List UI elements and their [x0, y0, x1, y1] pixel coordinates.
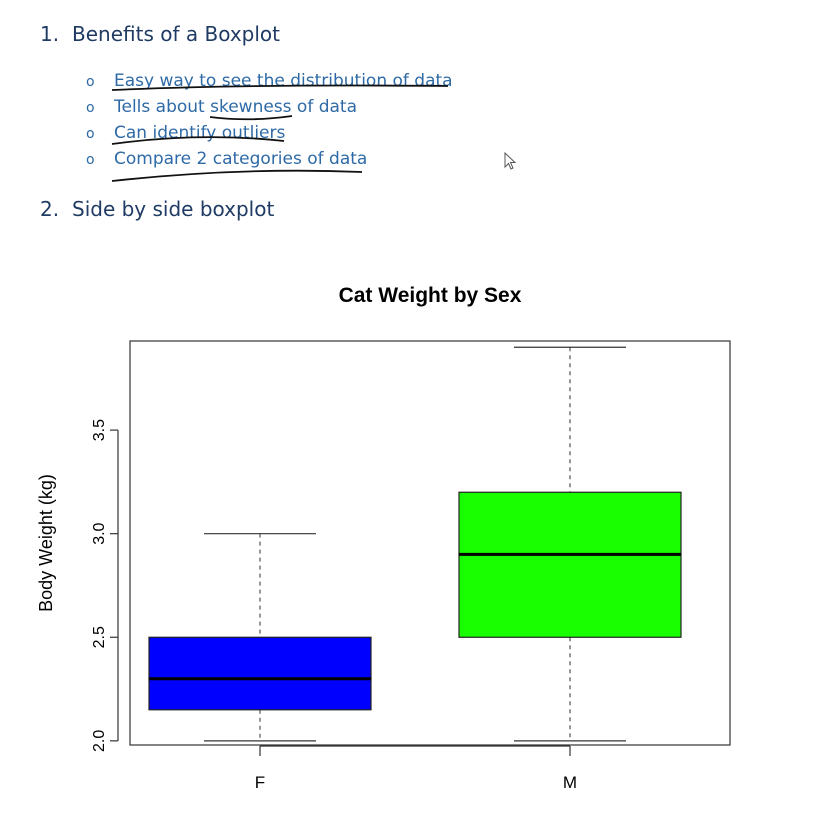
- chart-title: Cat Weight by Sex: [339, 284, 522, 307]
- bullet-icon: o: [86, 152, 95, 168]
- list-item-text: Compare 2 categories of data: [114, 149, 368, 169]
- section-heading-1: 1. Benefits of a Boxplot: [40, 22, 280, 46]
- list-item-text: Tells about skewness of data: [114, 97, 358, 117]
- bullet-icon: o: [86, 100, 95, 116]
- ink-underline: [111, 169, 363, 182]
- section-title: Benefits of a Boxplot: [72, 22, 280, 46]
- y-tick-label: 3.5: [91, 419, 108, 441]
- chart-marks: 2.0 2.5 3.0 3.5 F M: [91, 346, 682, 792]
- y-tick-label: 2.5: [91, 626, 108, 648]
- plot-frame: [129, 340, 731, 746]
- x-tick-label: F: [255, 773, 265, 792]
- ink-underline: [111, 136, 285, 145]
- x-tick-label: M: [563, 773, 577, 792]
- bullet-icon: o: [86, 74, 95, 90]
- section-heading-2: 2. Side by side boxplot: [40, 197, 274, 221]
- ink-underline: [209, 115, 293, 121]
- ink-underline: [111, 84, 449, 91]
- mouse-cursor-icon: [504, 152, 517, 170]
- y-tick-label: 3.0: [91, 522, 108, 544]
- boxplot-chart: Cat Weight by Sex Body Weight (kg) 2.02.…: [36, 284, 731, 792]
- bullet-icon: o: [86, 126, 95, 142]
- handwritten-underlines: [111, 84, 449, 182]
- list-item: o Tells about skewness of data: [86, 94, 453, 120]
- box-M: [458, 491, 682, 638]
- section-number: 2.: [40, 197, 60, 221]
- y-tick-label: 2.0: [91, 730, 108, 752]
- section-title: Side by side boxplot: [72, 197, 275, 221]
- section-number: 1.: [40, 22, 60, 46]
- y-axis-label: Body Weight (kg): [36, 474, 56, 612]
- list-item: o Compare 2 categories of data: [86, 146, 453, 172]
- box-F: [148, 636, 372, 711]
